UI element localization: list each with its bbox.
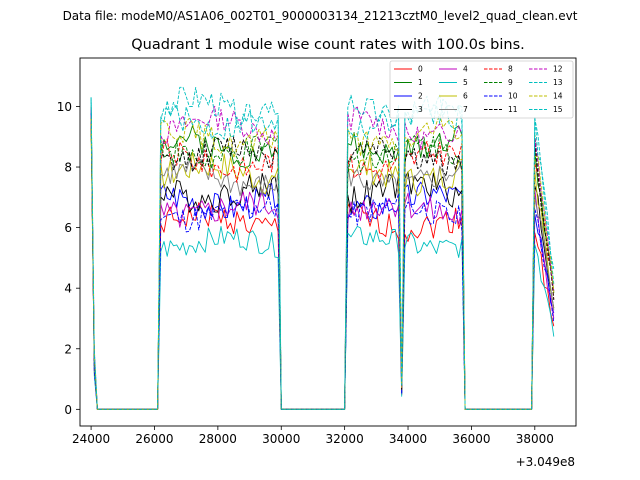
- x-tick-label: 36000: [452, 432, 490, 446]
- suptitle: Data file: modeM0/AS1A06_002T01_90000031…: [63, 9, 578, 23]
- legend-label-8: 8: [508, 65, 513, 74]
- legend-label-11: 11: [508, 105, 518, 114]
- legend-label-0: 0: [418, 65, 423, 74]
- series-line-15: [90, 95, 555, 410]
- legend-label-13: 13: [553, 78, 563, 87]
- x-offset-label: +3.049e8: [516, 455, 575, 469]
- x-tick-label: 30000: [262, 432, 300, 446]
- legend-label-10: 10: [508, 92, 518, 101]
- y-tick-label: 2: [64, 342, 72, 356]
- plot-area: [79, 57, 577, 427]
- x-tick-label: 28000: [199, 432, 237, 446]
- legend-label-5: 5: [463, 78, 468, 87]
- legend-label-1: 1: [418, 78, 423, 87]
- x-tick-label: 24000: [72, 432, 110, 446]
- legend-label-9: 9: [508, 78, 513, 87]
- x-tick-label: 26000: [135, 432, 173, 446]
- x-tick-label: 32000: [326, 432, 364, 446]
- y-tick-label: 0: [64, 403, 72, 417]
- legend-label-3: 3: [418, 105, 423, 114]
- chart-title: Quadrant 1 module wise count rates with …: [131, 37, 525, 53]
- y-tick-label: 4: [64, 282, 72, 296]
- y-tick-label: 8: [64, 161, 72, 175]
- legend-label-12: 12: [553, 65, 563, 74]
- x-tick-label: 38000: [516, 432, 554, 446]
- x-tick-label: 34000: [389, 432, 427, 446]
- legend-box: [389, 60, 574, 119]
- legend-label-15: 15: [553, 105, 563, 114]
- y-tick-label: 10: [57, 100, 72, 114]
- y-tick-label: 6: [64, 221, 72, 235]
- legend-label-2: 2: [418, 92, 423, 101]
- legend-label-7: 7: [463, 105, 468, 114]
- legend-label-4: 4: [463, 65, 468, 74]
- legend-label-14: 14: [553, 92, 563, 101]
- legend-label-6: 6: [463, 92, 468, 101]
